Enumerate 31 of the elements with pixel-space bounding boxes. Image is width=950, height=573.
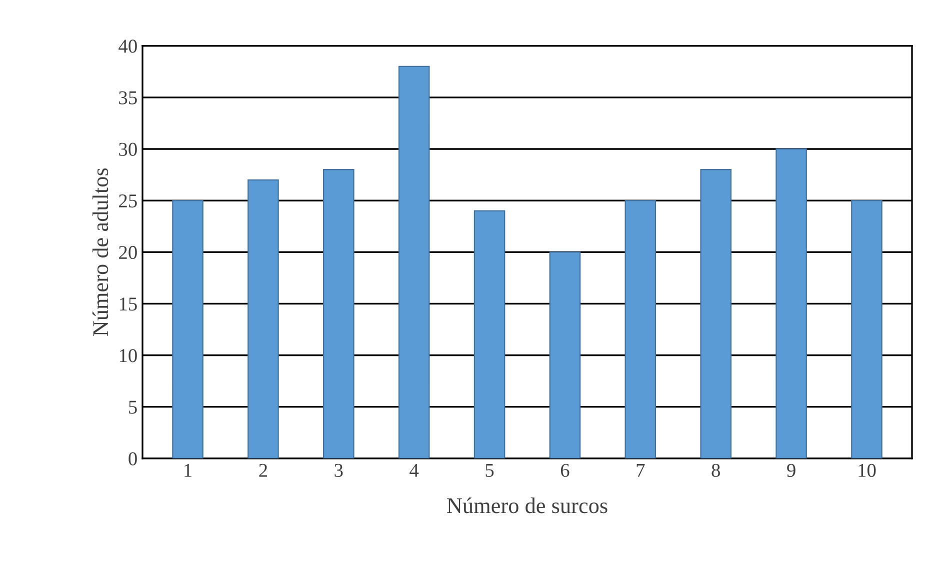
bar <box>474 210 506 458</box>
y-tick-label: 35 <box>119 91 137 104</box>
x-axis-title: Número de surcos <box>447 498 608 514</box>
y-axis-title: Número de adultos <box>92 168 108 336</box>
x-tick-label: 2 <box>259 464 267 477</box>
bar <box>398 66 430 458</box>
x-tick-label: 5 <box>486 464 494 477</box>
y-tick-label: 15 <box>120 298 137 311</box>
bar <box>776 148 807 458</box>
x-tick-label: 7 <box>636 464 645 477</box>
bar <box>851 200 882 458</box>
bar <box>248 179 279 458</box>
bar <box>624 200 656 458</box>
bar <box>549 252 581 458</box>
y-tick-label: 0 <box>128 452 137 466</box>
x-tick-label: 4 <box>410 464 419 477</box>
y-tick-label: 20 <box>119 246 137 260</box>
x-tick-label: 3 <box>334 464 343 477</box>
x-tick-label: 9 <box>787 464 796 477</box>
y-tick-label: 10 <box>120 349 137 362</box>
bar <box>323 169 354 458</box>
x-tick-label: 6 <box>560 464 570 477</box>
y-tick-label: 40 <box>118 40 137 53</box>
x-tick-label: 8 <box>712 464 720 477</box>
x-tick-label: 10 <box>858 464 876 477</box>
bar <box>172 200 204 458</box>
x-tick-label: 1 <box>184 464 192 477</box>
y-tick-label: 5 <box>129 400 137 414</box>
y-tick-label: 30 <box>119 142 137 156</box>
bar <box>700 169 732 458</box>
y-tick-label: 25 <box>119 194 137 208</box>
